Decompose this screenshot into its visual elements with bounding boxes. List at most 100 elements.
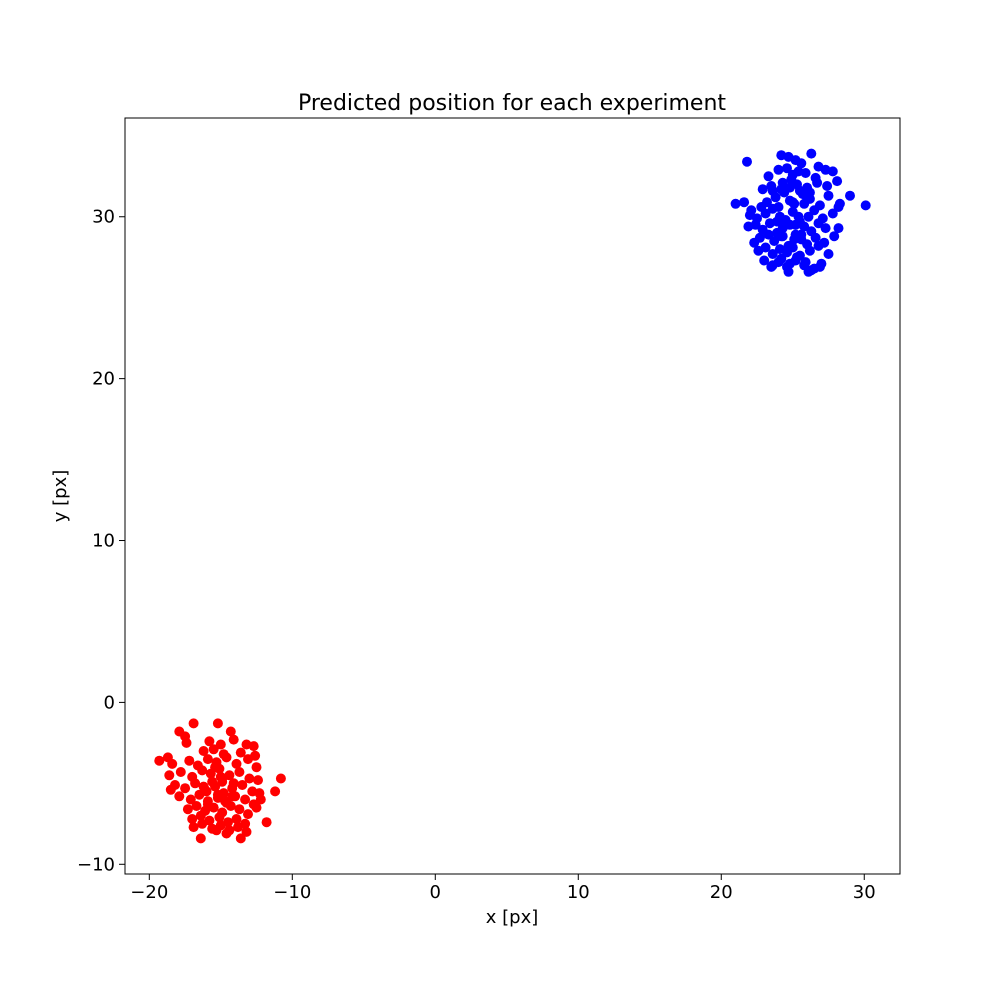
data-point	[240, 794, 251, 805]
data-point	[730, 198, 741, 209]
data-point	[165, 784, 176, 795]
data-point	[784, 182, 795, 193]
data-point	[187, 814, 198, 824]
data-point	[235, 833, 246, 844]
x-axis-label: x [px]	[486, 907, 539, 928]
chart-title: Predicted position for each experiment	[298, 91, 726, 116]
data-point	[814, 261, 825, 272]
x-tick-label: 30	[853, 882, 876, 903]
data-point	[184, 755, 195, 766]
data-point	[773, 202, 784, 212]
data-point	[182, 804, 193, 815]
data-point	[782, 163, 792, 174]
data-point	[202, 799, 213, 810]
data-point	[217, 773, 228, 784]
data-point	[154, 755, 165, 766]
data-point	[198, 746, 209, 756]
data-point	[772, 216, 782, 227]
data-point	[235, 747, 246, 758]
data-point	[225, 726, 236, 737]
data-point	[243, 809, 253, 820]
data-point	[185, 794, 196, 805]
x-tick-label: 10	[567, 882, 590, 903]
data-point	[806, 148, 817, 159]
data-point	[813, 240, 824, 251]
data-point	[251, 762, 262, 773]
y-tick-label: 30	[92, 207, 115, 228]
data-point	[796, 158, 807, 169]
y-axis-label: y [px]	[50, 470, 71, 523]
data-points	[154, 148, 871, 844]
data-point	[759, 255, 770, 266]
data-point	[175, 767, 186, 777]
data-point	[202, 754, 213, 765]
data-point	[234, 767, 245, 777]
data-point	[742, 156, 752, 167]
data-point	[767, 185, 778, 196]
data-point	[237, 780, 248, 790]
data-point	[208, 744, 219, 755]
data-point	[802, 192, 813, 203]
x-tick-label: 0	[430, 882, 441, 903]
data-point	[207, 776, 218, 787]
data-point	[195, 810, 206, 821]
data-point	[221, 828, 232, 839]
y-axis-ticks: −10 0 10 20 30	[77, 207, 125, 875]
data-point	[800, 168, 811, 178]
data-point	[813, 218, 824, 229]
data-point	[750, 219, 761, 230]
data-point	[174, 791, 185, 802]
data-point	[832, 176, 843, 187]
data-point	[777, 231, 788, 242]
data-point	[773, 164, 784, 175]
data-point	[790, 219, 801, 230]
data-point	[275, 773, 286, 784]
data-point	[763, 171, 774, 182]
data-point	[253, 775, 263, 786]
data-point	[773, 257, 784, 268]
data-point	[214, 812, 225, 823]
data-point	[833, 202, 844, 212]
data-point	[215, 739, 226, 750]
data-point	[787, 197, 798, 208]
data-point	[244, 773, 255, 784]
data-point	[197, 765, 208, 776]
data-point	[251, 802, 262, 813]
data-point	[201, 786, 212, 797]
data-point	[248, 741, 259, 752]
data-point	[763, 229, 774, 240]
data-point	[754, 232, 765, 243]
data-point	[190, 778, 201, 789]
data-point	[212, 789, 223, 800]
data-point	[188, 718, 199, 729]
data-point	[212, 718, 223, 729]
data-point	[241, 826, 252, 837]
data-point	[786, 240, 797, 251]
data-point	[211, 825, 222, 836]
data-point	[845, 190, 855, 201]
data-point	[164, 770, 175, 781]
data-point	[270, 786, 281, 797]
x-axis-ticks: −20 −10 0 10 20 30	[130, 874, 876, 903]
data-point	[739, 197, 750, 208]
data-point	[227, 791, 238, 802]
data-point	[780, 218, 791, 229]
data-point	[820, 223, 831, 234]
data-point	[228, 734, 239, 745]
x-tick-label: −10	[273, 882, 311, 903]
y-tick-label: −10	[77, 854, 115, 875]
data-point	[823, 249, 834, 259]
data-point	[796, 234, 807, 245]
data-point	[204, 736, 215, 747]
data-point	[760, 208, 771, 219]
data-point	[195, 833, 206, 844]
x-tick-label: 20	[710, 882, 733, 903]
data-point	[181, 737, 192, 748]
data-point	[220, 796, 231, 807]
data-point	[191, 801, 202, 811]
data-point	[221, 752, 232, 763]
data-point	[799, 221, 810, 232]
data-point	[783, 266, 794, 277]
data-point	[829, 231, 840, 242]
